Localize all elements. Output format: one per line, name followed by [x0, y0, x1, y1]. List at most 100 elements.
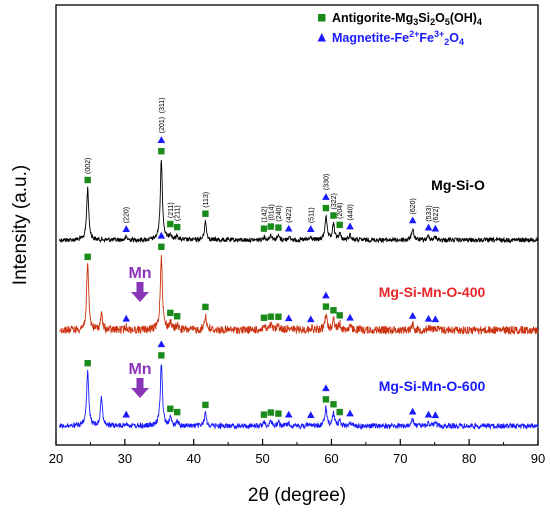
x-tick-label: 60: [324, 451, 338, 466]
hkl-label: (240): [276, 205, 283, 221]
magnetite-marker: [431, 315, 440, 323]
antigorite-marker: [275, 410, 282, 417]
x-tick-label: 20: [49, 451, 63, 466]
antigorite-marker: [84, 253, 91, 261]
antigorite-marker: [202, 210, 209, 217]
y-axis-title: Intensity (a.u.): [10, 165, 31, 285]
x-axis: 20 30 40 50 60 70 80 90: [49, 439, 545, 466]
antigorite-marker: [84, 176, 91, 184]
antigorite-marker: [267, 223, 275, 230]
hkl-label: (511): [308, 207, 315, 223]
antigorite-marker: [158, 148, 165, 155]
hkl-label: (322): [331, 193, 338, 209]
legend-square-marker: [318, 14, 326, 22]
hkl-label: (622): [433, 206, 440, 222]
magnetite-marker: [346, 222, 354, 230]
x-tick-label: 50: [255, 451, 269, 466]
legend: Antigorite-Mg3Si2O5(OH)4 Magnetite-Fe2+Fe…: [317, 11, 482, 47]
x-tick-label: 80: [462, 451, 476, 466]
hkl-label: (014): [268, 204, 275, 220]
magnetite-marker: [306, 411, 315, 418]
magnetite-marker: [408, 311, 417, 319]
series-group: Mg-Si-Mn-O-400 Mn: [59, 231, 539, 336]
series-line: [59, 364, 539, 430]
magnetite-marker: [284, 314, 293, 322]
mn-label: Mn: [128, 265, 151, 282]
series-line: [59, 159, 539, 244]
antigorite-marker: [336, 312, 343, 319]
antigorite-marker: [322, 303, 330, 310]
antigorite-marker: [330, 307, 337, 314]
hkl-label: (220): [124, 207, 131, 223]
mn-arrow: [131, 378, 150, 398]
hkl-label: (422): [286, 206, 293, 222]
antigorite-marker: [167, 220, 174, 228]
antigorite-marker: [202, 303, 209, 311]
magnetite-marker: [322, 384, 330, 392]
antigorite-marker: [336, 221, 343, 229]
antigorite-marker: [173, 223, 181, 231]
x-axis-title: 2θ (degree): [248, 485, 346, 506]
series-label: Mg-Si-Mn-O-400: [379, 284, 486, 300]
magnetite-marker: [157, 340, 166, 348]
hkl-label: (620): [410, 198, 417, 214]
magnetite-marker: [431, 224, 440, 232]
antigorite-marker: [158, 243, 165, 250]
antigorite-marker: [267, 409, 275, 416]
magnetite-marker: [408, 216, 417, 224]
antigorite-marker: [173, 313, 181, 320]
hkl-label: (211): [175, 205, 182, 221]
x-tick-label: 30: [118, 451, 132, 466]
hkl-label: (113): [203, 192, 210, 208]
mn-arrow: [131, 282, 150, 302]
antigorite-marker: [330, 212, 337, 219]
magnetite-marker: [157, 136, 166, 144]
antigorite-marker: [167, 405, 174, 413]
magnetite-marker: [284, 410, 293, 418]
legend-triangle-marker: [317, 33, 326, 42]
series-group: Mg-Si-O: [59, 136, 539, 244]
magnetite-marker: [346, 409, 354, 417]
antigorite-marker: [330, 401, 337, 408]
antigorite-marker: [158, 352, 165, 359]
magnetite-marker: [408, 407, 417, 415]
hkl-label: (142): [261, 206, 268, 222]
hkl-label: (330): [323, 174, 330, 190]
magnetite-marker: [431, 411, 440, 419]
magnetite-marker: [122, 410, 131, 418]
hkl-label: (311): [159, 97, 166, 113]
magnetite-marker: [306, 225, 315, 232]
series-line: [59, 255, 539, 336]
antigorite-marker: [260, 225, 268, 232]
antigorite-marker: [336, 408, 343, 416]
hkl-label: (002): [85, 158, 92, 174]
antigorite-marker: [275, 313, 282, 320]
magnetite-marker: [424, 314, 433, 322]
legend-label: Antigorite-Mg3Si2O5(OH)4: [332, 11, 482, 27]
x-tick-label: 90: [531, 451, 545, 466]
series-layer: Mg-Si-O Mg-Si-Mn-O-400 Mn Mg-Si-Mn-O-600 Mn: [59, 136, 539, 430]
antigorite-marker: [260, 314, 268, 321]
antigorite-marker: [275, 224, 282, 231]
hkl-label: (440): [348, 204, 355, 220]
antigorite-marker: [322, 204, 330, 212]
antigorite-marker: [267, 313, 275, 320]
antigorite-marker: [173, 408, 181, 416]
antigorite-marker: [322, 396, 330, 403]
magnetite-marker: [306, 315, 315, 323]
hkl-label: (204): [337, 203, 344, 219]
magnetite-marker: [157, 231, 166, 239]
antigorite-marker: [260, 411, 268, 418]
series-label: Mg-Si-O: [431, 177, 485, 193]
magnetite-marker: [122, 225, 131, 233]
magnetite-marker: [424, 223, 433, 231]
magnetite-marker: [122, 314, 131, 322]
mn-label: Mn: [128, 361, 151, 378]
magnetite-marker: [346, 313, 354, 321]
series-label: Mg-Si-Mn-O-600: [379, 378, 486, 394]
hkl-label: (533): [426, 205, 433, 221]
magnetite-marker: [284, 224, 293, 232]
antigorite-marker: [167, 309, 174, 317]
series-group: Mg-Si-Mn-O-600 Mn: [59, 340, 539, 430]
